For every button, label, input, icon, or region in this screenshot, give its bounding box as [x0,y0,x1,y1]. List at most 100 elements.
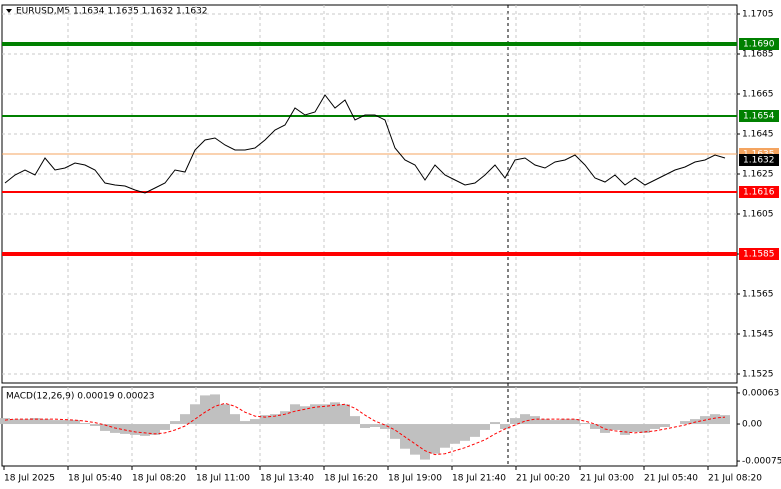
macd-bar [370,424,380,427]
macd-bar [350,416,360,425]
y-tick-label: 1.1625 [742,170,774,180]
y-tick-label: 1.1685 [742,50,774,60]
level-label: 1.1585 [743,250,775,260]
level-label-box [739,154,779,166]
y-tick-label: 0.00 [742,420,762,430]
x-tick-label: 18 Jul 08:20 [132,474,186,484]
y-tick-label: 1.1525 [742,370,774,380]
macd-title: MACD(12,26,9) 0.00019 0.00023 [6,392,155,402]
level-label-box [739,110,779,122]
macd-bar [120,424,130,434]
macd-bar [260,415,270,425]
macd-bar [390,424,400,439]
macd-bar [430,424,440,454]
x-tick-label: 21 Jul 08:20 [708,474,762,484]
macd-bar [470,424,480,437]
macd-bar [30,418,40,425]
macd-bar [490,422,500,425]
macd-bar [130,424,140,435]
macd-bar [340,404,350,425]
macd-bar [630,424,640,432]
signal-line [4,402,726,456]
macd-bar [690,419,700,425]
macd-bar [550,420,560,425]
macd-bar [660,424,670,427]
macd-bar [360,424,370,428]
y-tick-label: 0.00063 [742,388,779,398]
x-tick-label: 18 Jul 16:20 [324,474,378,484]
macd-bar [530,416,540,425]
x-tick-label: 18 Jul 19:00 [388,474,442,484]
macd-bar [570,419,580,425]
x-tick-label: 18 Jul 2025 [4,474,55,484]
macd-bar [10,419,20,425]
macd-panel [1,386,738,467]
menu-arrow [6,9,12,13]
macd-bar [720,415,730,425]
macd-bar [520,414,530,425]
y-tick-label: 1.1665 [742,90,774,100]
y-tick-label: -0.00075 [742,457,781,467]
macd-bar [650,424,660,429]
macd-bar [680,421,690,425]
macd-bar [190,404,200,425]
macd-bar [460,424,470,441]
macd-bar [150,424,160,435]
macd-bar [300,406,310,425]
macd-bar [330,402,340,425]
macd-bar [80,423,90,425]
macd-bar [500,424,510,429]
macd-bar [180,414,190,425]
macd-bar [420,424,430,460]
macd-bar [100,424,110,431]
macd-bar [450,424,460,444]
macd-bar [270,414,280,425]
x-tick-label: 21 Jul 05:40 [644,474,698,484]
x-tick-label: 18 Jul 11:00 [196,474,250,484]
y-tick-label: 1.1545 [742,330,774,340]
level-label-box [739,248,779,260]
macd-bar [140,424,150,436]
macd-bar [50,420,60,425]
macd-bar [510,418,520,425]
macd-bar [640,424,650,433]
macd-bar [240,421,250,425]
macd-bar [250,419,260,425]
macd-bar [410,424,420,455]
price-line [4,94,726,194]
macd-bar [290,404,300,425]
macd-bar [590,424,600,429]
level-label: 1.1632 [743,156,775,166]
y-tick-label: 1.1565 [742,290,774,300]
macd-bar [60,420,70,425]
y-tick-label: 1.1605 [742,210,774,220]
macd-bar [170,421,180,425]
y-tick-label: 1.1645 [742,130,774,140]
macd-bar [710,414,720,425]
x-tick-label: 18 Jul 05:40 [68,474,122,484]
level-label: 1.1654 [743,112,775,122]
level-label-box [739,186,779,198]
macd-bar [560,419,570,425]
macd-bar [580,423,590,425]
x-tick-label: 18 Jul 21:40 [452,474,506,484]
macd-bar [160,424,170,430]
macd-bar [200,395,210,425]
macd-bar [220,404,230,425]
macd-bar [620,424,630,435]
macd-bar [210,394,220,425]
macd-bar [70,420,80,425]
y-tick-label: 1.1705 [742,10,774,20]
macd-bar [480,424,490,430]
x-tick-label: 21 Jul 03:00 [580,474,634,484]
macd-bar [230,414,240,425]
chart-title: EURUSD,M5 1.1634 1.1635 1.1632 1.1632 [16,7,208,17]
macd-bar [0,418,10,425]
x-tick-label: 18 Jul 13:40 [260,474,314,484]
macd-bar [280,411,290,425]
x-tick-label: 21 Jul 00:20 [516,474,570,484]
macd-bar [310,404,320,425]
macd-bar [20,419,30,425]
macd-bar [320,404,330,425]
